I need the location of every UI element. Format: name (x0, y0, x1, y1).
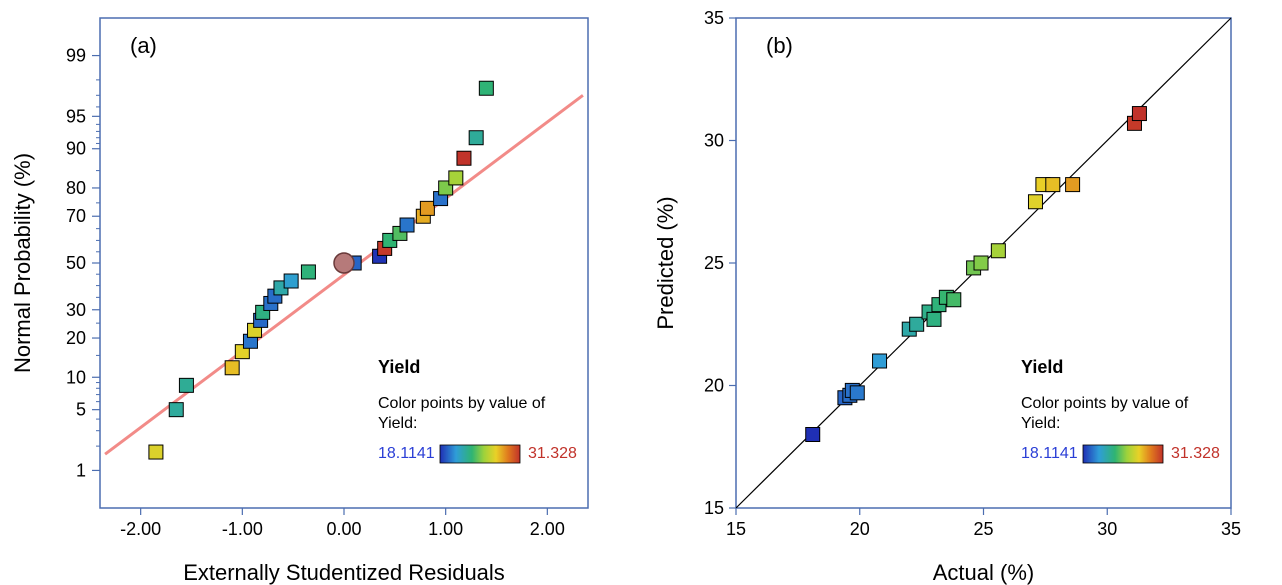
svg-text:31.328: 31.328 (1171, 445, 1220, 462)
center-marker (334, 253, 354, 273)
data-point (225, 361, 239, 375)
data-point (400, 218, 414, 232)
svg-text:1.00: 1.00 (428, 519, 463, 539)
svg-text:25: 25 (973, 519, 993, 539)
svg-text:30: 30 (1097, 519, 1117, 539)
svg-text:31.328: 31.328 (528, 445, 577, 462)
svg-text:15: 15 (704, 498, 724, 518)
svg-text:70: 70 (66, 206, 86, 226)
data-point (301, 265, 315, 279)
svg-text:Externally Studentized Residua: Externally Studentized Residuals (183, 560, 505, 585)
svg-text:30: 30 (66, 300, 86, 320)
data-point (284, 274, 298, 288)
normal-probability-plot: -2.00 -1.00 0.00 1.00 2.00 1 5 10 20 30 50 70 80 90 95… (0, 0, 641, 585)
svg-text:Yield: Yield (1021, 357, 1063, 377)
data-point (974, 256, 988, 270)
svg-text:15: 15 (726, 519, 746, 539)
svg-text:20: 20 (850, 519, 870, 539)
figure-page: -2.00-1.000.001.002.00151020305070809095… (0, 0, 1282, 585)
svg-text:Yield: Yield (378, 357, 420, 377)
data-point (420, 201, 434, 215)
data-point (169, 403, 183, 417)
svg-text:1: 1 (76, 460, 86, 480)
svg-text:20: 20 (66, 328, 86, 348)
svg-text:Predicted (%): Predicted (%) (653, 196, 678, 329)
panel-a: -2.00 -1.00 0.00 1.00 2.00 1 5 10 20 30 50 70 80 90 95… (0, 0, 641, 585)
svg-text:Normal Probability (%): Normal Probability (%) (10, 153, 35, 373)
svg-text:-1.00: -1.00 (222, 519, 263, 539)
svg-text:80: 80 (66, 178, 86, 198)
data-point (1132, 107, 1146, 121)
svg-text:50: 50 (66, 253, 86, 273)
data-point (469, 131, 483, 145)
data-point (806, 428, 820, 442)
svg-text:(b): (b) (766, 33, 793, 58)
svg-text:90: 90 (66, 139, 86, 159)
data-point (449, 171, 463, 185)
svg-text:Color points by value of: Color points by value of (1021, 395, 1189, 412)
svg-text:-2.00: -2.00 (120, 519, 161, 539)
svg-text:Yield:: Yield: (1021, 415, 1060, 432)
svg-text:Yield:: Yield: (378, 415, 417, 432)
data-point (179, 378, 193, 392)
panel-b: 15 20 25 30 35 15 20 25 30 35 Actual (%) Predicted … (641, 0, 1282, 585)
svg-text:10: 10 (66, 367, 86, 387)
data-point (1066, 178, 1080, 192)
svg-text:20: 20 (704, 376, 724, 396)
svg-text:95: 95 (66, 106, 86, 126)
svg-text:Actual (%): Actual (%) (933, 560, 1034, 585)
svg-text:18.1141: 18.1141 (378, 445, 435, 462)
data-point (1028, 195, 1042, 209)
data-point (927, 312, 941, 326)
svg-text:5: 5 (76, 400, 86, 420)
predicted-vs-actual-plot: 15 20 25 30 35 15 20 25 30 35 Actual (%) Predicted … (641, 0, 1282, 585)
data-point (149, 445, 163, 459)
svg-text:35: 35 (1221, 519, 1241, 539)
svg-text:25: 25 (704, 253, 724, 273)
data-point (850, 386, 864, 400)
svg-text:18.1141: 18.1141 (1021, 445, 1078, 462)
svg-text:Color points by value of: Color points by value of (378, 395, 546, 412)
data-point (991, 244, 1005, 258)
svg-text:0.00: 0.00 (326, 519, 361, 539)
svg-text:99: 99 (66, 46, 86, 66)
data-point (457, 151, 471, 165)
svg-text:30: 30 (704, 131, 724, 151)
data-point (947, 293, 961, 307)
data-point (1046, 178, 1060, 192)
data-point (873, 354, 887, 368)
svg-text:35: 35 (704, 8, 724, 28)
svg-text:(a): (a) (130, 33, 157, 58)
data-point (479, 81, 493, 95)
svg-text:2.00: 2.00 (530, 519, 565, 539)
